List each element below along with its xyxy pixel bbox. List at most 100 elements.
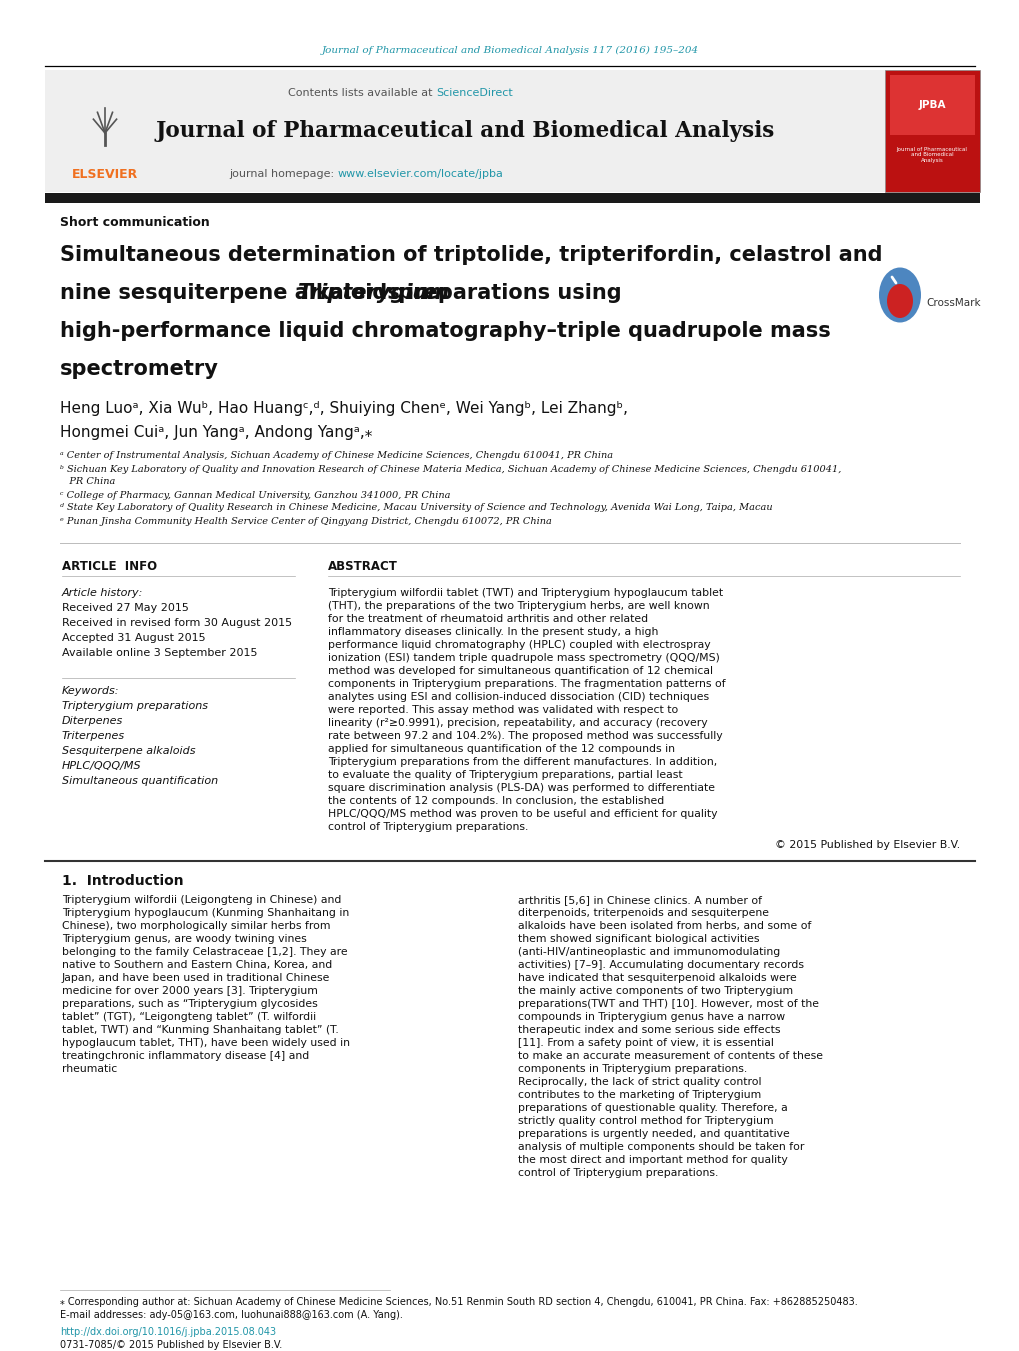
Text: square discrimination analysis (PLS-DA) was performed to differentiate: square discrimination analysis (PLS-DA) … [328, 784, 714, 793]
Ellipse shape [887, 284, 912, 317]
Text: preparations, such as “Tripterygium glycosides: preparations, such as “Tripterygium glyc… [62, 998, 318, 1009]
Text: analysis of multiple components should be taken for: analysis of multiple components should b… [518, 1142, 804, 1152]
Text: Diterpenes: Diterpenes [62, 716, 123, 725]
Text: preparations of questionable quality. Therefore, a: preparations of questionable quality. Th… [518, 1102, 787, 1113]
Text: inflammatory diseases clinically. In the present study, a high: inflammatory diseases clinically. In the… [328, 627, 657, 638]
Text: Short communication: Short communication [60, 216, 210, 228]
Text: diterpenoids, triterpenoids and sesquiterpene: diterpenoids, triterpenoids and sesquite… [518, 908, 768, 917]
Text: hypoglaucum tablet, THT), have been widely used in: hypoglaucum tablet, THT), have been wide… [62, 1038, 350, 1048]
Bar [45, 70, 165, 192]
Text: www.elsevier.com/locate/jpba: www.elsevier.com/locate/jpba [337, 169, 503, 178]
Text: were reported. This assay method was validated with respect to: were reported. This assay method was val… [328, 705, 678, 715]
Text: Reciprocally, the lack of strict quality control: Reciprocally, the lack of strict quality… [518, 1077, 761, 1088]
Text: for the treatment of rheumatoid arthritis and other related: for the treatment of rheumatoid arthriti… [328, 613, 647, 624]
Text: tablet, TWT) and “Kunming Shanhaitang tablet” (T.: tablet, TWT) and “Kunming Shanhaitang ta… [62, 1025, 338, 1035]
Text: ELSEVIER: ELSEVIER [71, 169, 138, 181]
Text: control of Tripterygium preparations.: control of Tripterygium preparations. [328, 821, 528, 832]
Text: ᵇ Sichuan Key Laboratory of Quality and Innovation Research of Chinese Materia M: ᵇ Sichuan Key Laboratory of Quality and … [60, 465, 841, 473]
Text: Sesquiterpene alkaloids: Sesquiterpene alkaloids [62, 746, 196, 757]
Text: therapeutic index and some serious side effects: therapeutic index and some serious side … [518, 1025, 780, 1035]
Text: ᵈ State Key Laboratory of Quality Research in Chinese Medicine, Macau University: ᵈ State Key Laboratory of Quality Resear… [60, 504, 771, 512]
Text: E-mail addresses: ady-05@163.com, luohunai888@163.com (A. Yang).: E-mail addresses: ady-05@163.com, luohun… [60, 1310, 403, 1320]
Text: rheumatic: rheumatic [62, 1065, 117, 1074]
Text: Tripterygium: Tripterygium [299, 282, 449, 303]
Text: Chinese), two morphologically similar herbs from: Chinese), two morphologically similar he… [62, 921, 330, 931]
Text: to make an accurate measurement of contents of these: to make an accurate measurement of conte… [518, 1051, 822, 1061]
Text: spectrometry: spectrometry [60, 359, 219, 380]
Text: ionization (ESI) tandem triple quadrupole mass spectrometry (QQQ/MS): ionization (ESI) tandem triple quadrupol… [328, 653, 719, 663]
Text: ABSTRACT: ABSTRACT [328, 559, 397, 573]
Text: strictly quality control method for Tripterygium: strictly quality control method for Trip… [518, 1116, 772, 1125]
Text: treatingchronic inflammatory disease [4] and: treatingchronic inflammatory disease [4]… [62, 1051, 309, 1061]
Bar [45, 70, 884, 192]
Text: rate between 97.2 and 104.2%). The proposed method was successfully: rate between 97.2 and 104.2%). The propo… [328, 731, 721, 740]
Text: Hongmei Cuiᵃ, Jun Yangᵃ, Andong Yangᵃ,⁎: Hongmei Cuiᵃ, Jun Yangᵃ, Andong Yangᵃ,⁎ [60, 424, 372, 439]
Text: applied for simultaneous quantification of the 12 compounds in: applied for simultaneous quantification … [328, 744, 675, 754]
Text: Journal of Pharmaceutical
and Biomedical
Analysis: Journal of Pharmaceutical and Biomedical… [896, 147, 966, 163]
Text: arthritis [5,6] in Chinese clinics. A number of: arthritis [5,6] in Chinese clinics. A nu… [518, 894, 761, 905]
Text: 1.  Introduction: 1. Introduction [62, 874, 183, 888]
Text: analytes using ESI and collision-induced dissociation (CID) techniques: analytes using ESI and collision-induced… [328, 692, 708, 703]
Ellipse shape [878, 267, 920, 323]
Text: Accepted 31 August 2015: Accepted 31 August 2015 [62, 634, 206, 643]
Text: tablet” (TGT), “Leigongteng tablet” (T. wilfordii: tablet” (TGT), “Leigongteng tablet” (T. … [62, 1012, 316, 1021]
Text: alkaloids have been isolated from herbs, and some of: alkaloids have been isolated from herbs,… [518, 921, 810, 931]
Text: components in Tripterygium preparations. The fragmentation patterns of: components in Tripterygium preparations.… [328, 680, 725, 689]
Text: Japan, and have been used in traditional Chinese: Japan, and have been used in traditional… [62, 973, 330, 984]
Text: Received in revised form 30 August 2015: Received in revised form 30 August 2015 [62, 617, 291, 628]
Text: © 2015 Published by Elsevier B.V.: © 2015 Published by Elsevier B.V. [774, 840, 959, 850]
Text: ᶜ College of Pharmacy, Gannan Medical University, Ganzhou 341000, PR China: ᶜ College of Pharmacy, Gannan Medical Un… [60, 490, 450, 500]
Text: method was developed for simultaneous quantification of 12 chemical: method was developed for simultaneous qu… [328, 666, 712, 676]
Bar [45, 193, 979, 203]
Text: Triterpenes: Triterpenes [62, 731, 125, 740]
Text: Simultaneous determination of triptolide, tripterifordin, celastrol and: Simultaneous determination of triptolide… [60, 245, 881, 265]
Text: high-performance liquid chromatography–triple quadrupole mass: high-performance liquid chromatography–t… [60, 322, 829, 340]
Text: Tripterygium genus, are woody twining vines: Tripterygium genus, are woody twining vi… [62, 934, 307, 944]
Text: the mainly active components of two Tripterygium: the mainly active components of two Trip… [518, 986, 793, 996]
Text: control of Tripterygium preparations.: control of Tripterygium preparations. [518, 1169, 717, 1178]
Text: CrossMark: CrossMark [925, 299, 979, 308]
Text: belonging to the family Celastraceae [1,2]. They are: belonging to the family Celastraceae [1,… [62, 947, 347, 957]
Text: the contents of 12 compounds. In conclusion, the established: the contents of 12 compounds. In conclus… [328, 796, 663, 807]
Text: (THT), the preparations of the two Tripterygium herbs, are well known: (THT), the preparations of the two Tript… [328, 601, 709, 611]
Text: have indicated that sesquiterpenoid alkaloids were: have indicated that sesquiterpenoid alka… [518, 973, 796, 984]
Text: preparations(TWT and THT) [10]. However, most of the: preparations(TWT and THT) [10]. However,… [518, 998, 818, 1009]
Text: Tripterygium wilfordii (Leigongteng in Chinese) and: Tripterygium wilfordii (Leigongteng in C… [62, 894, 341, 905]
Text: compounds in Tripterygium genus have a narrow: compounds in Tripterygium genus have a n… [518, 1012, 785, 1021]
Text: native to Southern and Eastern China, Korea, and: native to Southern and Eastern China, Ko… [62, 961, 332, 970]
Text: the most direct and important method for quality: the most direct and important method for… [518, 1155, 787, 1165]
Text: them showed significant biological activities: them showed significant biological activ… [518, 934, 759, 944]
Text: ᵉ Punan Jinsha Community Health Service Center of Qingyang District, Chengdu 610: ᵉ Punan Jinsha Community Health Service … [60, 516, 551, 526]
Text: [11]. From a safety point of view, it is essential: [11]. From a safety point of view, it is… [518, 1038, 773, 1048]
Text: (anti-HIV/antineoplastic and immunomodulating: (anti-HIV/antineoplastic and immunomodul… [518, 947, 780, 957]
Text: Tripterygium preparations: Tripterygium preparations [62, 701, 208, 711]
Text: Contents lists available at: Contents lists available at [287, 88, 435, 99]
Bar [890, 76, 974, 135]
Text: HPLC/QQQ/MS method was proven to be useful and efficient for quality: HPLC/QQQ/MS method was proven to be usef… [328, 809, 716, 819]
Text: ARTICLE  INFO: ARTICLE INFO [62, 559, 157, 573]
Text: Heng Luoᵃ, Xia Wuᵇ, Hao Huangᶜ,ᵈ, Shuiying Chenᵉ, Wei Yangᵇ, Lei Zhangᵇ,: Heng Luoᵃ, Xia Wuᵇ, Hao Huangᶜ,ᵈ, Shuiyi… [60, 400, 628, 416]
Text: http://dx.doi.org/10.1016/j.jpba.2015.08.043: http://dx.doi.org/10.1016/j.jpba.2015.08… [60, 1327, 276, 1337]
Text: JPBA: JPBA [917, 100, 945, 109]
Text: preparations is urgently needed, and quantitative: preparations is urgently needed, and qua… [518, 1129, 789, 1139]
Text: to evaluate the quality of Tripterygium preparations, partial least: to evaluate the quality of Tripterygium … [328, 770, 682, 780]
Text: medicine for over 2000 years [3]. Tripterygium: medicine for over 2000 years [3]. Tripte… [62, 986, 318, 996]
Text: Keywords:: Keywords: [62, 686, 119, 696]
Text: ScienceDirect: ScienceDirect [435, 88, 513, 99]
Text: nine sesquiterpene alkaloids in: nine sesquiterpene alkaloids in [60, 282, 436, 303]
Bar [884, 70, 979, 192]
Text: PR China: PR China [60, 477, 115, 486]
Text: Simultaneous quantification: Simultaneous quantification [62, 775, 218, 786]
Text: Journal of Pharmaceutical and Biomedical Analysis 117 (2016) 195–204: Journal of Pharmaceutical and Biomedical… [321, 46, 698, 54]
Text: components in Tripterygium preparations.: components in Tripterygium preparations. [518, 1065, 747, 1074]
Text: Tripterygium preparations from the different manufactures. In addition,: Tripterygium preparations from the diffe… [328, 757, 716, 767]
Text: Tripterygium wilfordii tablet (TWT) and Tripterygium hypoglaucum tablet: Tripterygium wilfordii tablet (TWT) and … [328, 588, 722, 598]
Text: contributes to the marketing of Tripterygium: contributes to the marketing of Triptery… [518, 1090, 760, 1100]
Text: Article history:: Article history: [62, 588, 144, 598]
Text: performance liquid chromatography (HPLC) coupled with electrospray: performance liquid chromatography (HPLC)… [328, 640, 710, 650]
Text: 0731-7085/© 2015 Published by Elsevier B.V.: 0731-7085/© 2015 Published by Elsevier B… [60, 1340, 282, 1350]
Text: Tripterygium hypoglaucum (Kunming Shanhaitang in: Tripterygium hypoglaucum (Kunming Shanha… [62, 908, 348, 917]
Text: Journal of Pharmaceutical and Biomedical Analysis: Journal of Pharmaceutical and Biomedical… [155, 120, 773, 142]
Text: HPLC/QQQ/MS: HPLC/QQQ/MS [62, 761, 142, 771]
Text: Received 27 May 2015: Received 27 May 2015 [62, 603, 189, 613]
